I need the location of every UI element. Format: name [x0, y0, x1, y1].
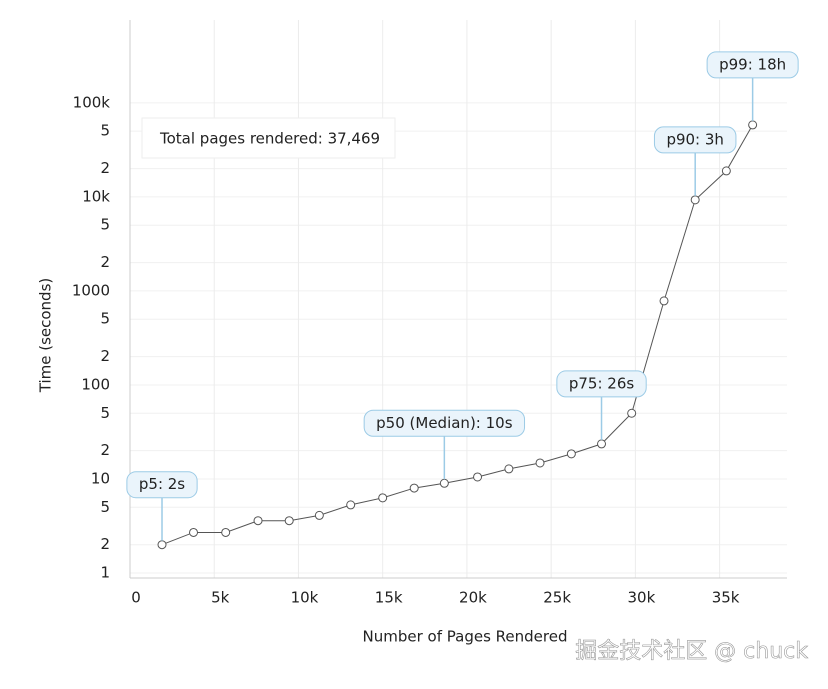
point	[346, 500, 356, 510]
x-tick-label: 30k	[627, 589, 655, 607]
point	[409, 483, 419, 493]
annotation-box	[556, 370, 647, 398]
point	[659, 296, 669, 306]
y-tick-label: 100k	[73, 93, 111, 111]
point	[284, 516, 294, 526]
y-tick-label: 10k	[82, 187, 110, 205]
point	[314, 510, 324, 520]
annotation-box	[126, 471, 198, 499]
y-tick-label: 5	[100, 310, 110, 328]
x-tick-label: 20k	[459, 589, 487, 607]
point	[253, 516, 263, 526]
y-tick-label: 5	[100, 122, 110, 140]
note: Total pages rendered: 37,469	[159, 130, 380, 148]
y-axis-label: Time (seconds)	[37, 278, 55, 394]
point	[221, 527, 231, 537]
series-line	[161, 124, 754, 546]
y-tick-label: 5	[100, 216, 110, 234]
annotation-text: p50 (Median): 10s	[376, 414, 513, 432]
annotation-text: p5: 2s	[139, 475, 185, 493]
y-tick-label: 2	[100, 347, 110, 365]
x-tick-label: 5k	[211, 589, 230, 607]
point	[748, 120, 758, 130]
y-tick-label: 2	[100, 535, 110, 553]
x-axis-label: Number of Pages Rendered	[363, 628, 568, 646]
point	[566, 449, 576, 459]
annotation-text: p90: 3h	[666, 130, 723, 148]
note-box	[141, 117, 396, 159]
x-tick-label: 15k	[375, 589, 403, 607]
point	[690, 195, 700, 205]
annotation-box	[653, 126, 737, 154]
x-tick-label: 35k	[712, 589, 740, 607]
point	[439, 478, 449, 488]
x-tick-label: 0	[131, 589, 141, 607]
y-tick-label: 5	[100, 404, 110, 422]
y-tick-label: 100	[81, 375, 110, 393]
point	[535, 458, 545, 468]
y-tick-label: 2	[100, 159, 110, 177]
annotation-box	[706, 51, 799, 79]
point	[721, 166, 731, 176]
x-tick-label: 25k	[543, 589, 571, 607]
point	[378, 493, 388, 503]
y-tick-label: 1	[100, 564, 110, 582]
y-tick-label: 1000	[72, 281, 110, 299]
x-tick-label: 10k	[291, 589, 319, 607]
y-tick-label: 2	[100, 441, 110, 459]
watermark: 掘金技术社区 @ chuck	[575, 639, 808, 664]
y-tick-label: 2	[100, 253, 110, 271]
annotation-text: p99: 18h	[719, 55, 786, 73]
annotation-box	[363, 409, 526, 437]
y-tick-label: 5	[100, 498, 110, 516]
y-tick-label: 10	[91, 469, 110, 487]
point	[627, 408, 637, 418]
point	[189, 527, 199, 537]
annotation-text: p75: 26s	[569, 374, 635, 392]
point	[504, 464, 514, 474]
point	[473, 472, 483, 482]
point	[597, 439, 607, 449]
point	[157, 540, 167, 550]
